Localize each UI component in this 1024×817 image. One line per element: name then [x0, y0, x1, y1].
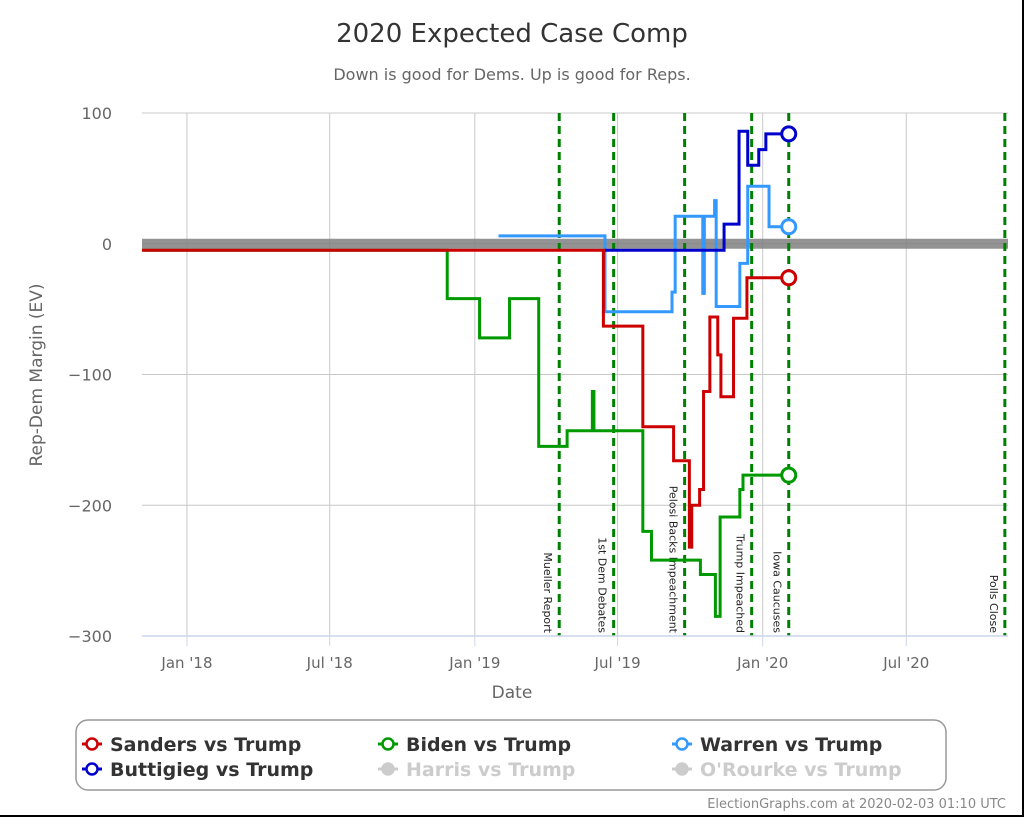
- x-tick-label: Jan '20: [736, 654, 788, 672]
- legend-label[interactable]: O'Rourke vs Trump: [700, 759, 902, 781]
- credit: ElectionGraphs.com at 2020-02-03 01:10 U…: [707, 797, 1006, 812]
- series-lines: [142, 125, 798, 618]
- series-line: [142, 248, 789, 549]
- event-label: Polls Close: [987, 575, 1000, 634]
- y-tick-label: −200: [68, 496, 112, 515]
- legend: Sanders vs Trump Biden vs Trump Warren vs …: [82, 734, 902, 781]
- legend-label[interactable]: Harris vs Trump: [406, 759, 575, 781]
- gridlines: [142, 112, 1008, 636]
- legend-marker: [85, 737, 99, 751]
- y-tick-label: −100: [68, 366, 112, 385]
- event-markers: Mueller Report 1st Dem Debates Pelosi Back…: [541, 113, 1007, 636]
- legend-marker: [675, 762, 689, 776]
- event-label: Mueller Report: [541, 552, 554, 633]
- x-tick-label: Jul '20: [882, 654, 929, 672]
- x-tick-label: Jul '18: [306, 654, 353, 672]
- y-tick-label: 0: [102, 235, 112, 254]
- legend-marker: [675, 737, 689, 751]
- x-tick-label: Jul '19: [594, 654, 641, 672]
- x-tick-label: Jan '19: [448, 654, 500, 672]
- y-tick-label: 100: [81, 104, 112, 123]
- legend-label[interactable]: Biden vs Trump: [406, 734, 571, 756]
- x-tick-label: Jan '18: [160, 654, 212, 672]
- chart-subtitle: Down is good for Dems. Up is good for Re…: [333, 65, 690, 84]
- series-line: [604, 129, 789, 252]
- event-label: 1st Dem Debates: [596, 537, 609, 633]
- y-axis-label: Rep-Dem Margin (EV): [27, 283, 47, 466]
- series-endpoint: [780, 269, 798, 287]
- legend-label[interactable]: Sanders vs Trump: [110, 734, 301, 756]
- chart-title: 2020 Expected Case Comp: [336, 19, 688, 49]
- y-tick-label: −300: [68, 627, 112, 646]
- legend-label[interactable]: Warren vs Trump: [700, 734, 882, 756]
- series-endpoint: [780, 466, 798, 484]
- legend-marker: [381, 762, 395, 776]
- legend-label[interactable]: Buttigieg vs Trump: [110, 759, 313, 781]
- series-line: [142, 248, 789, 618]
- series-line: [498, 184, 789, 314]
- x-axis-label: Date: [492, 683, 533, 703]
- series-endpoint: [780, 218, 798, 236]
- legend-marker: [85, 762, 99, 776]
- legend-box: [75, 719, 947, 791]
- legend-marker: [381, 737, 395, 751]
- event-label: Trump Impeached: [734, 533, 747, 633]
- series-endpoint: [780, 125, 798, 143]
- axes: 100 0 −100 −200 −300 Jan '18 Jul '18 Jan '19 Jul…: [68, 104, 1008, 672]
- event-label: Iowa Caucuses: [771, 551, 784, 633]
